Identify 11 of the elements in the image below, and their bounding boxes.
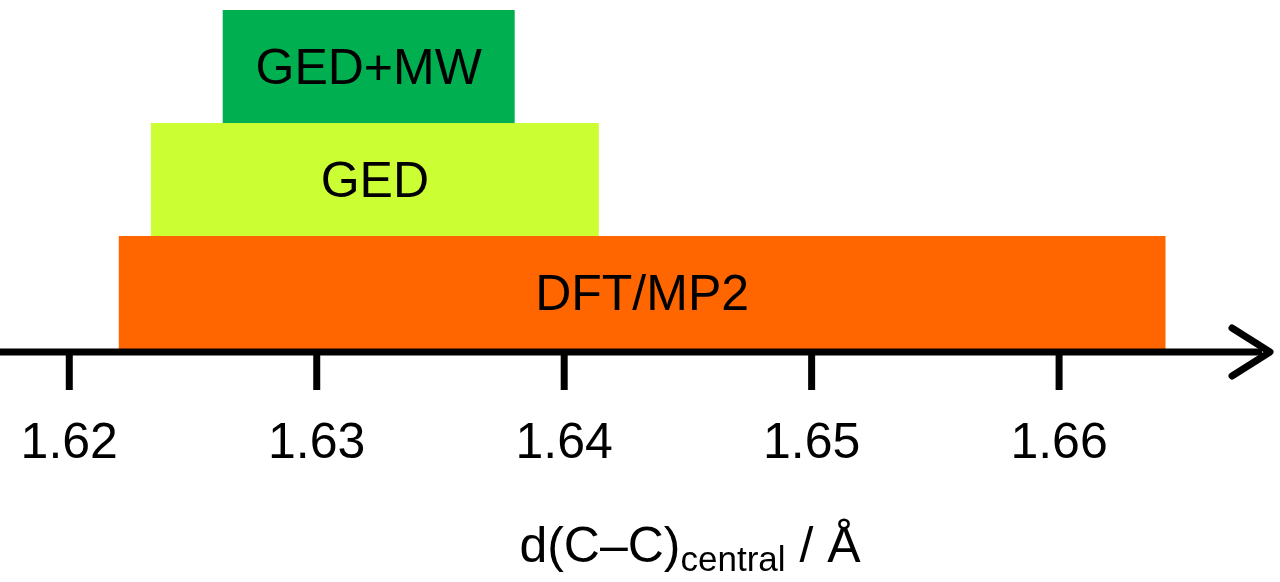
y-tick-label: DFT/MP2 xyxy=(535,264,750,321)
x-tick-label: 1.63 xyxy=(268,413,366,469)
y-tick-label: GED xyxy=(320,151,430,208)
bar xyxy=(222,10,515,123)
x-tick-label: 1.62 xyxy=(20,413,118,469)
x-axis-title: d(C–C)$_{central}$ / Å xyxy=(519,517,862,578)
x-tick-label: 1.66 xyxy=(1010,413,1108,469)
y-tick-label: GED+MW xyxy=(255,38,483,95)
bar xyxy=(150,123,599,236)
x-tick-label: 1.65 xyxy=(762,413,861,469)
x-tick-label: 1.64 xyxy=(515,413,613,469)
